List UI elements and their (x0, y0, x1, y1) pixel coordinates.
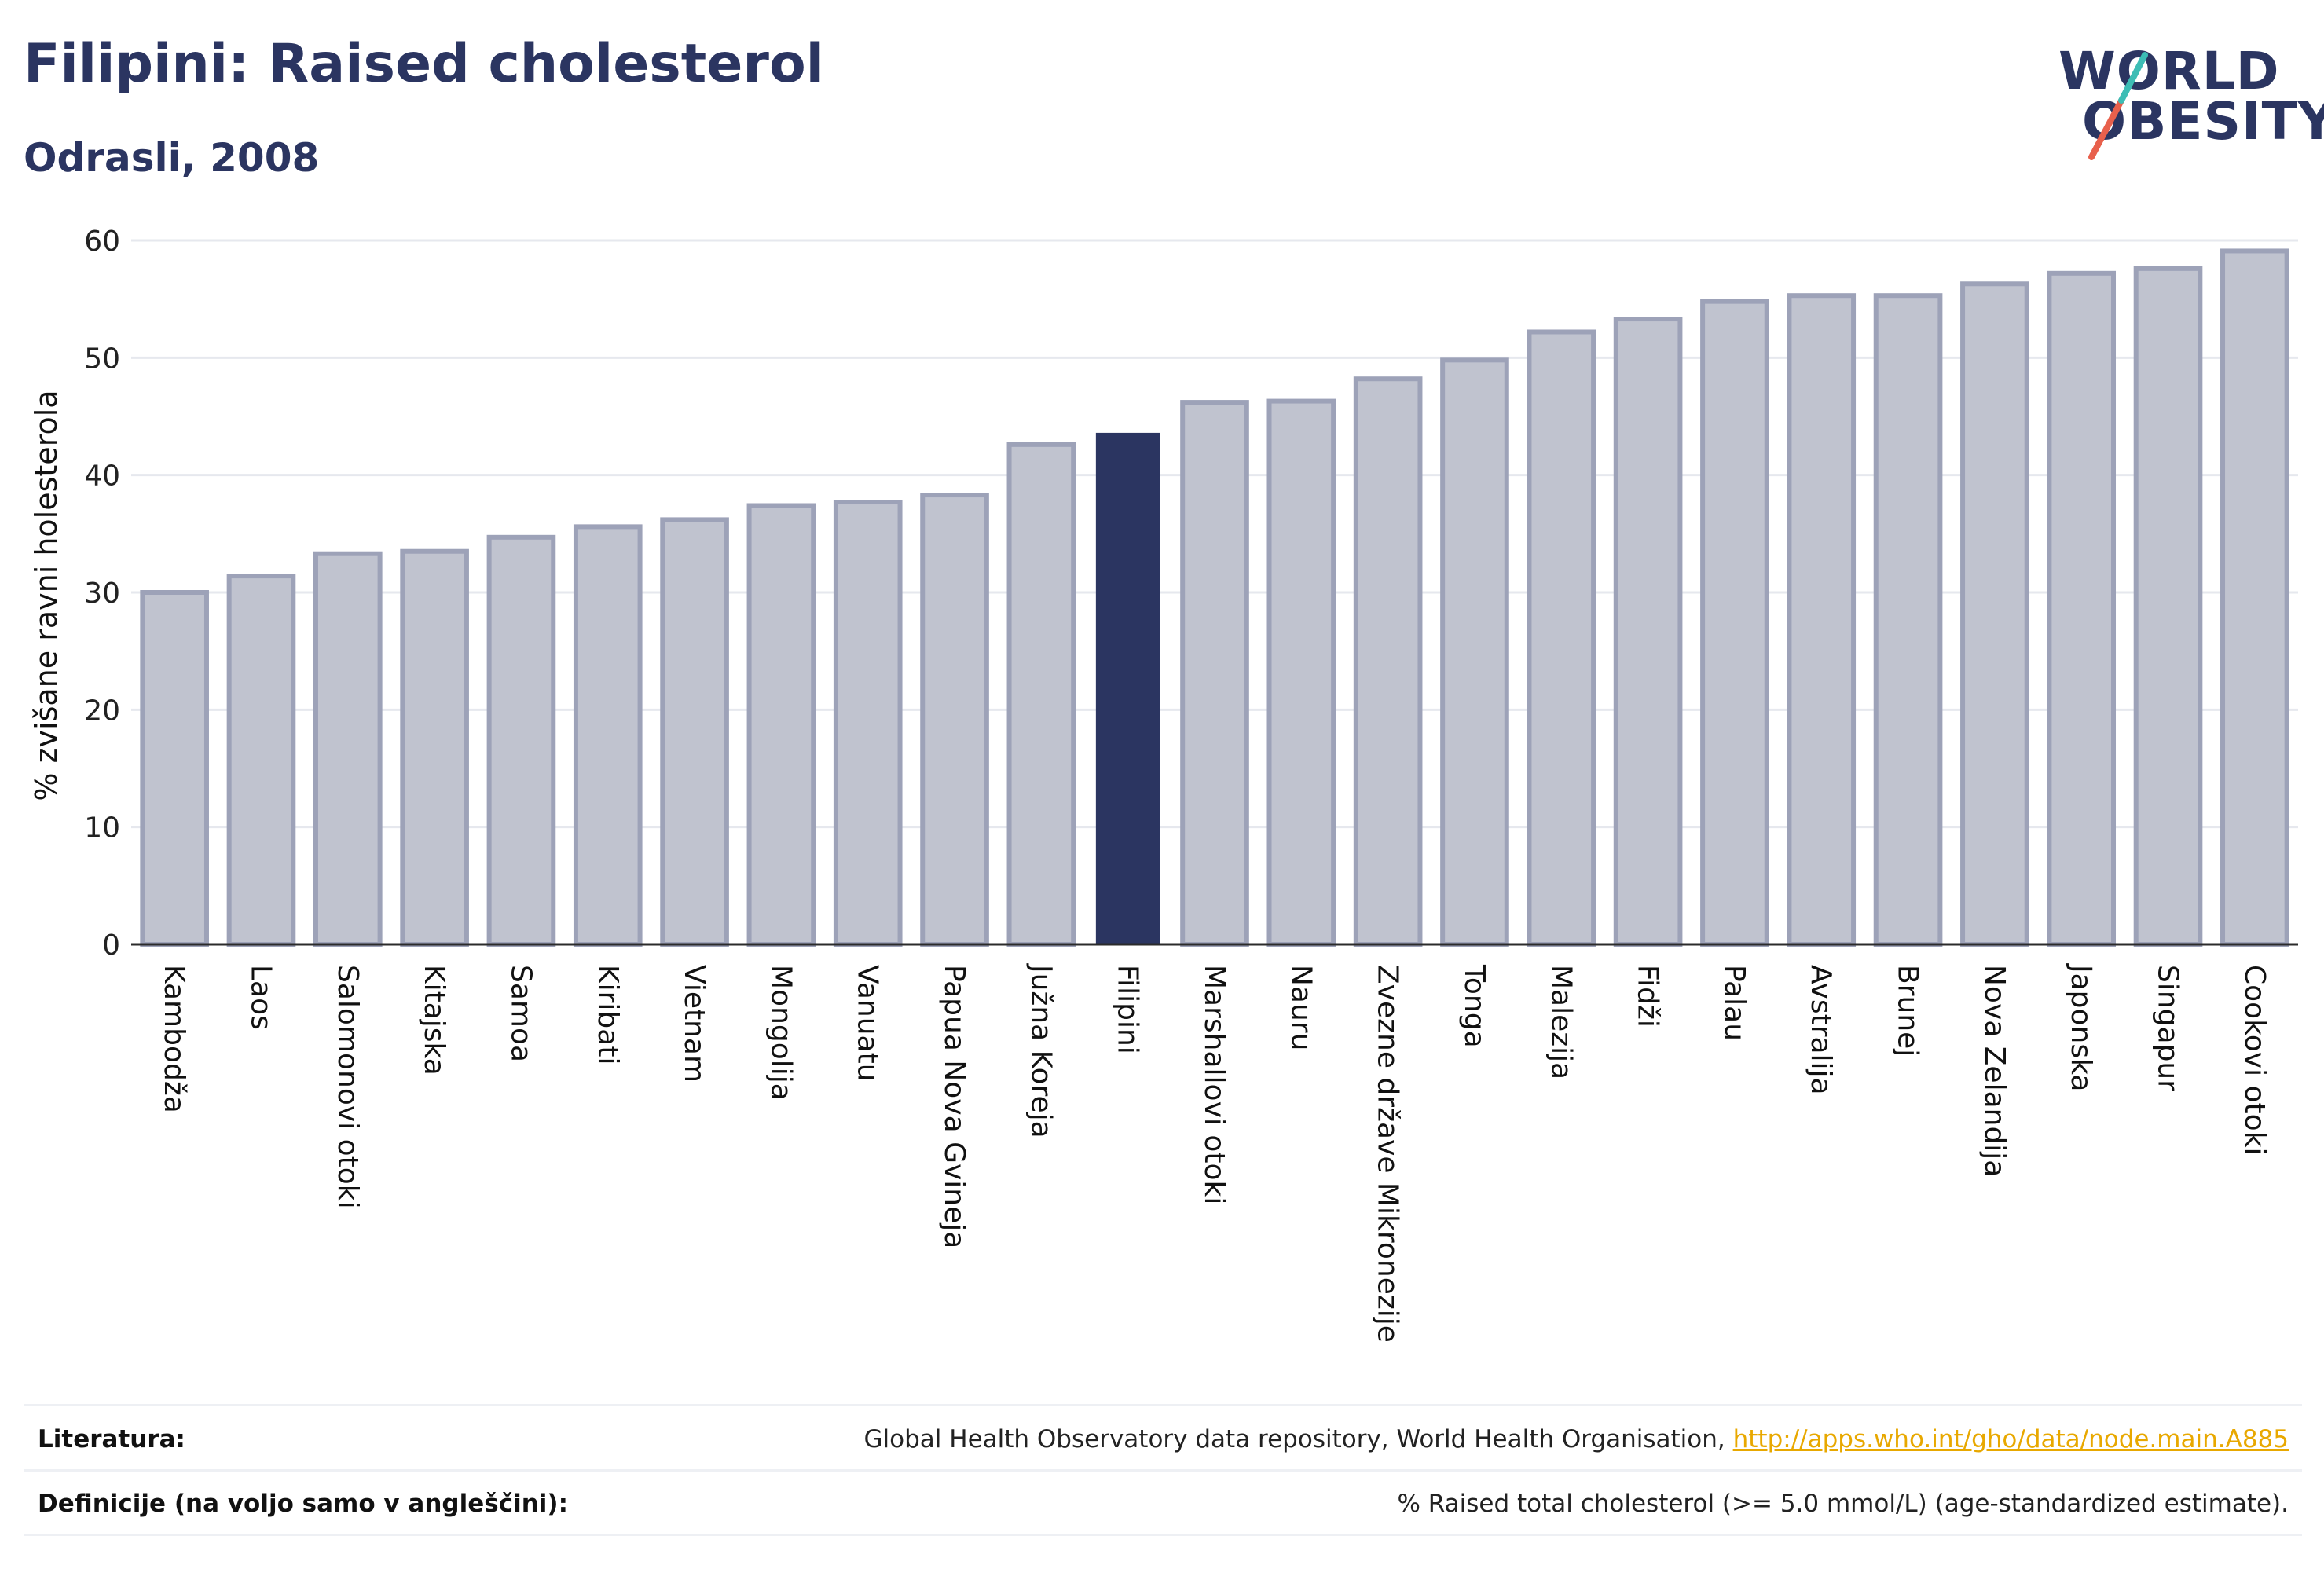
definition-text: % Raised total cholesterol (>= 5.0 mmol/… (1397, 1490, 2289, 1518)
x-tick-label: Vietnam (678, 965, 710, 1083)
bar[interactable] (573, 524, 643, 947)
x-tick-label: Mongolija (764, 965, 797, 1101)
x-tick-label: Kambodža (158, 965, 190, 1113)
x-tick-label: Nova Zelandija (1978, 965, 2011, 1177)
x-tick-label: Vanuatu (852, 965, 884, 1082)
bar[interactable] (1527, 329, 1596, 947)
bar[interactable] (1700, 299, 1769, 947)
bar[interactable] (1873, 293, 1943, 947)
world-obesity-logo[interactable]: WORLD OBESITY (2043, 31, 2324, 173)
x-tick-label: Kiribati (592, 965, 624, 1065)
bar[interactable] (2133, 266, 2203, 947)
x-tick-label: Salomonovi otoki (332, 965, 364, 1209)
bar[interactable] (2047, 270, 2117, 947)
x-tick-label: Fidži (1632, 965, 1664, 1028)
x-tick-label: Cookovi otoki (2238, 965, 2271, 1156)
footer-divider-top (24, 1404, 2302, 1406)
bar[interactable] (313, 551, 383, 947)
x-tick-label: Kitajska (418, 965, 450, 1076)
literature-label: Literatura: (38, 1425, 185, 1453)
bar[interactable] (1787, 293, 1857, 947)
y-tick-label: 0 (102, 929, 120, 962)
x-tick-label: Singapur (2152, 965, 2184, 1091)
x-tick-label: Japonska (2065, 963, 2097, 1091)
bar[interactable] (1006, 442, 1076, 947)
x-tick-label: Malezija (1545, 965, 1577, 1079)
bar[interactable] (1613, 317, 1683, 947)
x-tick-label: Filipini (1112, 965, 1144, 1054)
literature-text: Global Health Observatory data repositor… (863, 1425, 1733, 1453)
definition-label: Definicije (na voljo samo v angleščini): (38, 1490, 568, 1518)
logo-slash-icon (2088, 52, 2148, 160)
bar[interactable] (1353, 376, 1423, 947)
bar[interactable] (140, 590, 209, 947)
x-tick-label: Nauru (1285, 965, 1317, 1050)
chart-title: Filipini: Raised cholesterol (24, 33, 824, 95)
y-axis-title: % zvišane ravni holesterola (29, 390, 64, 801)
literature-link[interactable]: http://apps.who.int/gho/data/node.main.A… (1732, 1425, 2289, 1453)
bar[interactable] (400, 548, 469, 947)
y-tick-label: 20 (84, 695, 120, 727)
x-tick-label: Zvezne države Mikronezije (1372, 965, 1404, 1343)
bar[interactable] (226, 574, 296, 947)
x-tick-label: Papua Nova Gvineja (938, 965, 970, 1248)
x-tick-label: Avstralija (1805, 965, 1837, 1095)
bar[interactable] (2220, 248, 2289, 947)
bar[interactable] (833, 500, 903, 947)
y-tick-label: 60 (84, 225, 120, 258)
y-tick-label: 40 (84, 460, 120, 493)
bar[interactable] (660, 517, 729, 947)
footer-divider-bottom (24, 1534, 2302, 1536)
logo-line-1: WORLD (2058, 41, 2280, 101)
bar[interactable] (1960, 281, 2029, 947)
bar[interactable] (1266, 398, 1336, 947)
bar-highlight[interactable] (1095, 432, 1160, 944)
x-tick-label: Brunej (1892, 965, 1924, 1057)
y-tick-label: 10 (84, 812, 120, 845)
x-tick-label: Južna Koreja (1025, 963, 1057, 1138)
x-tick-label: Laos (244, 965, 277, 1030)
y-tick-label: 50 (84, 343, 120, 375)
footer-divider-middle (24, 1469, 2302, 1472)
x-tick-label: Palau (1718, 965, 1750, 1041)
bar[interactable] (1440, 357, 1509, 947)
chart-subtitle: Odrasli, 2008 (24, 135, 320, 181)
literature-source: Global Health Observatory data repositor… (864, 1425, 2289, 1453)
bar[interactable] (920, 493, 989, 947)
bar-chart: 0 10 20 30 40 50 60 % zvišane ravni holesterola… (29, 225, 2298, 1343)
bar[interactable] (1180, 400, 1249, 947)
y-tick-label: 30 (84, 577, 120, 610)
x-tick-label: Tonga (1458, 964, 1490, 1048)
bar[interactable] (746, 503, 816, 947)
x-tick-label: Marshallovi otoki (1198, 965, 1230, 1204)
bar[interactable] (486, 534, 556, 947)
x-tick-label: Samoa (504, 965, 537, 1062)
